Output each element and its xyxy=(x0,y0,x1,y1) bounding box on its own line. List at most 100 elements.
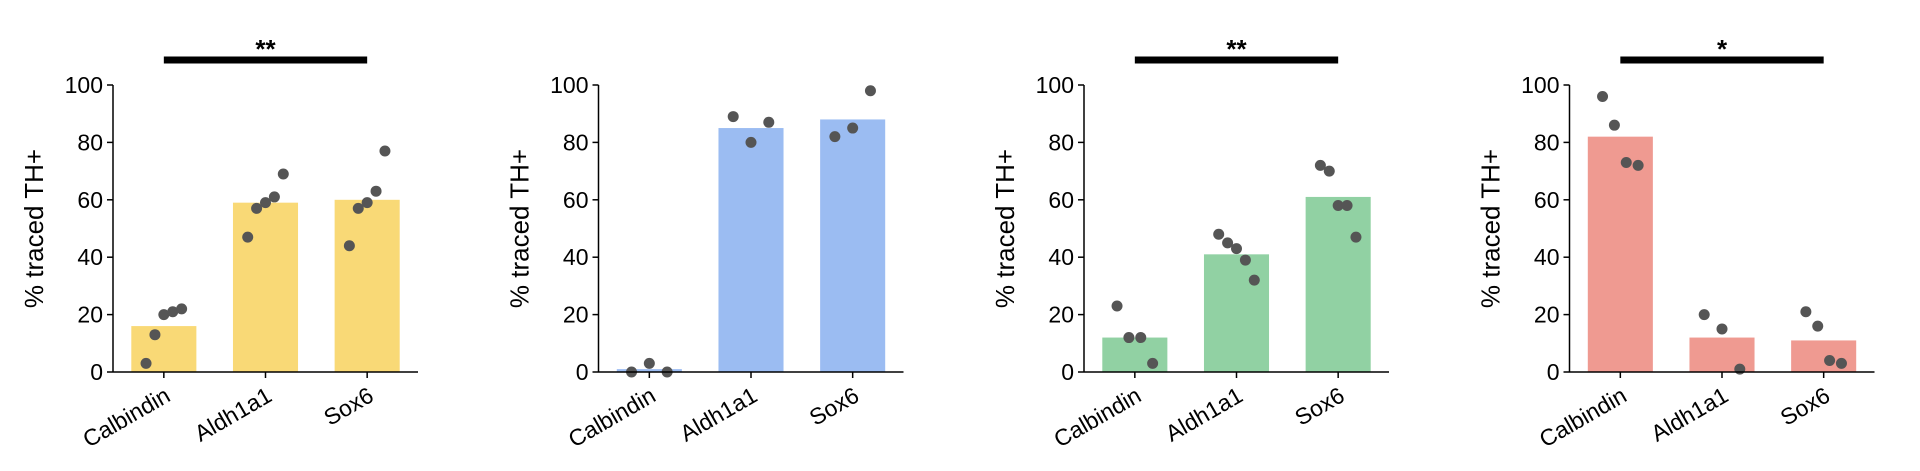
y-tick-label: 80 xyxy=(563,129,589,155)
data-point xyxy=(1734,363,1746,375)
data-point xyxy=(1147,357,1159,369)
y-axis-label: % traced TH+ xyxy=(505,149,535,308)
data-point xyxy=(242,231,254,243)
x-tick-label: Sox6 xyxy=(1776,382,1834,431)
data-point xyxy=(1341,200,1353,212)
data-point xyxy=(1323,165,1335,177)
data-point xyxy=(352,202,364,214)
data-point xyxy=(1350,231,1362,243)
bar xyxy=(232,202,299,372)
data-point xyxy=(1835,357,1847,369)
data-point xyxy=(1332,200,1344,212)
data-point xyxy=(361,197,373,209)
x-tick-label: Sox6 xyxy=(805,382,863,431)
y-tick-label: 20 xyxy=(1534,302,1560,328)
x-tick-label: Sox6 xyxy=(1290,382,1348,431)
data-point xyxy=(727,111,739,123)
bar xyxy=(1305,196,1371,372)
data-point xyxy=(167,306,179,318)
data-point xyxy=(260,197,271,209)
data-point xyxy=(277,168,289,180)
data-point xyxy=(1111,300,1123,312)
data-point xyxy=(1812,320,1824,332)
data-point xyxy=(1824,355,1836,367)
y-axis-label: % traced TH+ xyxy=(19,149,49,308)
data-point xyxy=(1231,243,1242,255)
bar xyxy=(334,199,400,372)
y-tick-label: 100 xyxy=(1521,72,1559,98)
bar xyxy=(1587,136,1653,372)
y-tick-label: 20 xyxy=(77,302,103,328)
data-point xyxy=(1135,332,1147,344)
data-point xyxy=(343,240,355,252)
data-point xyxy=(1698,309,1710,321)
data-point xyxy=(1239,254,1251,266)
data-point xyxy=(1123,332,1135,344)
data-point xyxy=(1716,323,1728,335)
data-point xyxy=(1213,228,1225,240)
y-tick-label: 40 xyxy=(1048,244,1074,270)
data-point xyxy=(251,202,263,214)
bar xyxy=(718,128,784,372)
data-point xyxy=(176,303,188,315)
y-tick-label: 0 xyxy=(1547,359,1560,385)
data-point xyxy=(745,136,757,148)
data-point xyxy=(643,357,655,369)
x-tick-label: Aldh1a1 xyxy=(190,382,276,447)
data-point xyxy=(1800,306,1812,318)
y-tick-label: 60 xyxy=(563,187,589,213)
y-tick-label: 80 xyxy=(1534,129,1560,155)
y-tick-label: 20 xyxy=(1048,302,1074,328)
y-tick-label: 60 xyxy=(1534,187,1560,213)
y-tick-label: 100 xyxy=(550,72,588,98)
y-tick-label: 60 xyxy=(77,187,103,213)
y-tick-label: 20 xyxy=(563,302,589,328)
x-tick-label: Aldh1a1 xyxy=(675,382,761,447)
y-tick-label: 0 xyxy=(1061,359,1074,385)
y-axis-label: % traced TH+ xyxy=(1476,149,1506,308)
data-point xyxy=(379,145,391,157)
significance-label: ** xyxy=(255,34,276,64)
data-point xyxy=(1314,159,1326,171)
bar xyxy=(1791,340,1857,372)
y-tick-label: 100 xyxy=(65,72,103,98)
y-tick-label: 80 xyxy=(77,129,103,155)
data-point xyxy=(1222,237,1234,249)
data-point xyxy=(1620,156,1632,168)
data-point xyxy=(829,131,841,143)
significance-label: ** xyxy=(1226,34,1247,64)
data-point xyxy=(1248,274,1260,286)
y-tick-label: 60 xyxy=(1048,187,1074,213)
data-point xyxy=(763,116,775,128)
data-point xyxy=(149,329,161,341)
y-tick-label: 40 xyxy=(563,244,589,270)
data-point xyxy=(158,309,170,321)
x-tick-label: Aldh1a1 xyxy=(1161,382,1247,447)
data-point xyxy=(1608,119,1620,131)
data-point xyxy=(847,122,859,134)
x-tick-label: Calbindin xyxy=(1049,382,1145,452)
data-point xyxy=(370,185,382,197)
x-tick-label: Calbindin xyxy=(78,382,174,452)
y-tick-label: 0 xyxy=(90,359,103,385)
data-point xyxy=(140,357,152,369)
y-tick-label: 40 xyxy=(77,244,103,270)
data-point xyxy=(1632,159,1644,171)
data-point xyxy=(864,85,876,97)
y-axis-label: % traced TH+ xyxy=(990,149,1020,308)
x-tick-label: Calbindin xyxy=(564,382,660,452)
data-point xyxy=(1597,90,1609,102)
y-tick-label: 80 xyxy=(1048,129,1074,155)
bar xyxy=(820,119,886,372)
bar xyxy=(1102,337,1168,372)
significance-label: * xyxy=(1717,34,1728,64)
x-tick-label: Sox6 xyxy=(319,382,377,431)
y-tick-label: 40 xyxy=(1534,244,1560,270)
y-tick-label: 0 xyxy=(576,359,589,385)
x-tick-label: Aldh1a1 xyxy=(1646,382,1732,447)
y-tick-label: 100 xyxy=(1036,72,1074,98)
x-tick-label: Calbindin xyxy=(1535,382,1631,452)
data-point xyxy=(268,191,280,203)
bar xyxy=(616,369,682,372)
